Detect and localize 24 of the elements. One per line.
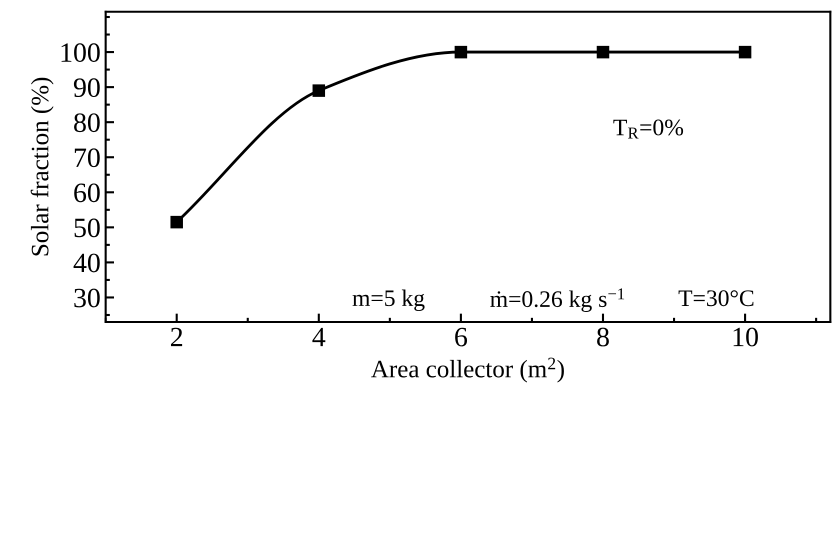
y-tick-label: 50 (74, 218, 100, 238)
annotation: ṁ=0.26 kg s$^{−1}$ (490, 288, 624, 312)
y-tick-label: 30 (74, 288, 100, 308)
point (312, 84, 326, 97)
annotation: m=5 kg (352, 290, 425, 312)
x-tick-label: 8 (597, 328, 609, 346)
y-tick-label: 70 (74, 148, 100, 168)
point (170, 216, 183, 228)
y-tick-label: 100 (62, 43, 100, 62)
x-tick-label: 2 (170, 328, 182, 346)
point (454, 46, 468, 58)
y-tick-label: 60 (74, 183, 100, 202)
x-tick-label: 10 (734, 328, 758, 346)
y-tick-label: 80 (74, 113, 100, 132)
y-tick-label: 40 (74, 254, 100, 272)
annotation: T$_{R}$=0% (613, 120, 684, 138)
x-axis-title: Area collector (m$^{2}$) (371, 358, 564, 383)
x-tick-label: 6 (455, 328, 468, 346)
x-tick-label: 4 (312, 328, 326, 346)
annotation: T=30°C (678, 290, 754, 306)
y-tick-label: 90 (74, 78, 100, 98)
y-axis-title: Solar fraction (%) (30, 78, 54, 256)
point (596, 46, 610, 58)
point (738, 46, 752, 58)
